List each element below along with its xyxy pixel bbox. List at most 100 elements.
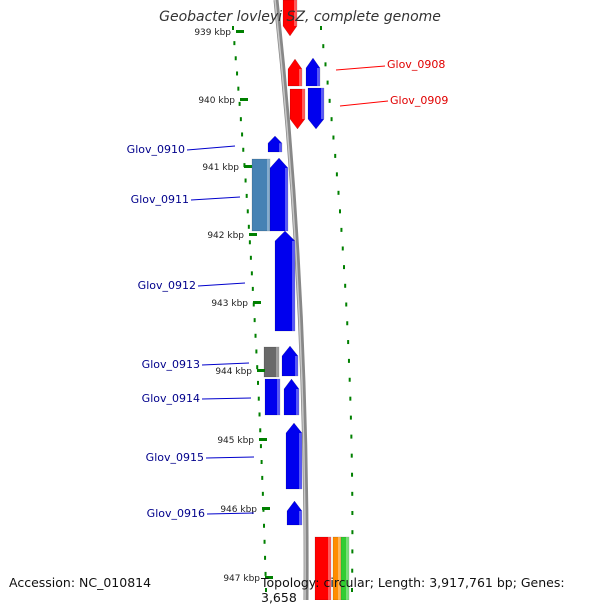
gene-label-text[interactable]: Glov_0912 xyxy=(138,279,196,292)
gene-arrow-shade xyxy=(285,168,288,231)
gene-label-glov-0910[interactable]: Glov_0910 xyxy=(127,143,236,156)
gene-glov-0916[interactable] xyxy=(286,500,303,526)
gene-glov-0909-inner[interactable] xyxy=(289,88,306,130)
kbp-tick-label: 939 kbp xyxy=(194,28,231,38)
gene-box-shade xyxy=(338,537,341,600)
kbp-tick-mark xyxy=(257,369,265,372)
gene-arrow-body[interactable] xyxy=(267,135,283,153)
guide-dot xyxy=(241,132,244,137)
gene-arrow-body[interactable] xyxy=(281,345,299,377)
gene-arrow-shade xyxy=(299,511,302,525)
genome-backbone xyxy=(273,0,309,601)
gene-glov-0911-inner[interactable] xyxy=(269,157,289,232)
gene-arrow-body[interactable] xyxy=(282,0,298,37)
gene-arrow-body[interactable] xyxy=(287,58,303,87)
guide-dot xyxy=(260,460,263,464)
gene-arrow-shade xyxy=(295,356,298,376)
guide-dot xyxy=(245,193,248,198)
gene-glov-0909[interactable] xyxy=(307,87,325,130)
kbp-tick-label: 945 kbp xyxy=(217,436,254,446)
guide-dot xyxy=(261,491,264,496)
guide-dot xyxy=(332,135,335,140)
guide-dot xyxy=(253,318,256,323)
gene-box-body[interactable] xyxy=(264,378,281,416)
gene-label-text[interactable]: Glov_0910 xyxy=(127,143,185,156)
gene-arrow-shade xyxy=(292,241,295,331)
guide-dot xyxy=(349,396,352,401)
gene-label-text[interactable]: Glov_0915 xyxy=(146,451,204,464)
gene-glov-0913[interactable] xyxy=(263,346,280,378)
guide-dot xyxy=(257,380,260,385)
guide-dot xyxy=(246,209,249,214)
gene-label-text[interactable]: Glov_0909 xyxy=(390,94,448,107)
gene-label-text[interactable]: Glov_0911 xyxy=(131,193,189,206)
guide-dot xyxy=(350,453,353,458)
gene-arrow-body[interactable] xyxy=(269,157,289,232)
guide-dot xyxy=(328,98,331,103)
leader-line xyxy=(335,65,386,71)
gene-glov-0908[interactable] xyxy=(305,57,321,87)
gene-arrow-body[interactable] xyxy=(307,87,325,130)
leader-line xyxy=(201,397,252,400)
leader-line xyxy=(186,145,236,151)
gene-arrow-body[interactable] xyxy=(305,57,321,87)
gene-glov-0914[interactable] xyxy=(264,378,281,416)
guide-dot xyxy=(265,588,267,592)
gene-glov-0911[interactable] xyxy=(251,158,271,232)
gene-arrow-body[interactable] xyxy=(289,88,306,130)
guide-dot xyxy=(351,472,354,477)
guide-dot xyxy=(351,491,354,496)
guide-dot xyxy=(348,377,351,382)
guide-dot xyxy=(263,523,266,528)
guide-dot xyxy=(259,444,262,449)
outer-dotted-guide xyxy=(320,26,354,592)
guide-dot xyxy=(350,434,353,439)
guide-dot xyxy=(322,44,325,49)
gene-label-glov-0911[interactable]: Glov_0911 xyxy=(131,193,241,206)
kbp-tick-label: 943 kbp xyxy=(211,299,248,309)
gene-label-glov-0915[interactable]: Glov_0915 xyxy=(146,451,255,464)
gene-label-glov-0914[interactable]: Glov_0914 xyxy=(142,392,252,405)
guide-dot xyxy=(263,539,266,544)
gene-arrow-shade xyxy=(294,0,297,26)
gene-label-glov-0913[interactable]: Glov_0913 xyxy=(142,358,250,371)
gene-glov-0908-inner[interactable] xyxy=(287,58,303,87)
kbp-tick-mark xyxy=(249,233,257,236)
gene-glov-0910[interactable] xyxy=(267,135,283,153)
gene-label-text[interactable]: Glov_0916 xyxy=(147,507,205,520)
gene-arrow-body[interactable] xyxy=(283,378,300,416)
gene-label-glov-0916[interactable]: Glov_0916 xyxy=(147,507,255,520)
guide-dot xyxy=(343,265,346,270)
gene-arrow-shade xyxy=(279,143,282,152)
gene-arrow-shade xyxy=(299,69,302,86)
gene-arrow-shade xyxy=(302,89,305,119)
map-title: Geobacter lovleyi SZ, complete genome xyxy=(159,9,441,25)
gene-glov-0913-inner[interactable] xyxy=(281,345,299,377)
gene-label-text[interactable]: Glov_0914 xyxy=(142,392,200,405)
gene-arrow-body[interactable] xyxy=(286,500,303,526)
gene-glov-0915[interactable] xyxy=(285,422,303,490)
gene-label-glov-0909[interactable]: Glov_0909 xyxy=(339,94,448,107)
gene-glov-0914-inner[interactable] xyxy=(283,378,300,416)
guide-dot xyxy=(339,209,341,214)
guide-dot xyxy=(251,286,254,291)
gene-labels[interactable]: Glov_0908 Glov_0909 Glov_0910 Glov_0911 Glov… xyxy=(127,58,449,520)
backbone-highlight xyxy=(274,0,306,601)
gene-label-glov-0908[interactable]: Glov_0908 xyxy=(335,58,445,71)
gene-features[interactable] xyxy=(251,0,350,601)
gene-arrow-body[interactable] xyxy=(274,230,296,332)
gene-label-text[interactable]: Glov_0913 xyxy=(142,358,200,371)
guide-dot xyxy=(242,147,245,152)
gene-label-glov-0912[interactable]: Glov_0912 xyxy=(138,279,246,292)
guide-dot xyxy=(244,178,247,183)
guide-dot xyxy=(351,530,354,535)
gene-box-shade xyxy=(276,347,279,377)
gene-glov-0912[interactable] xyxy=(274,230,296,332)
gene-box-body[interactable] xyxy=(263,346,280,378)
guide-dot xyxy=(232,26,234,30)
gene-arrow-body[interactable] xyxy=(285,422,303,490)
gene-label-text[interactable]: Glov_0908 xyxy=(387,58,445,71)
guide-dot xyxy=(347,340,350,345)
gene-top-partial[interactable] xyxy=(282,0,298,37)
kbp-tick-mark xyxy=(259,438,267,441)
